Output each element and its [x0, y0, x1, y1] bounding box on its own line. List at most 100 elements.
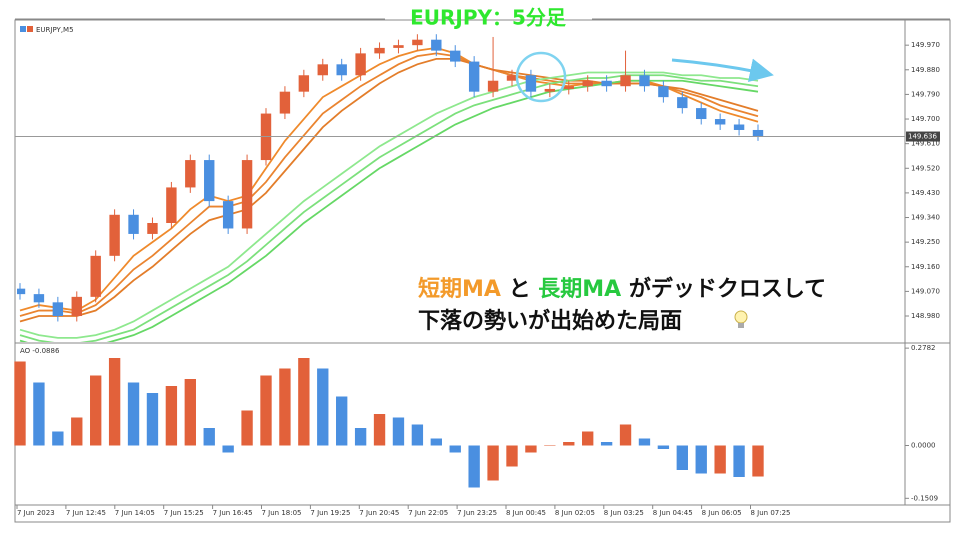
- y-tick-label: 149.520: [911, 164, 940, 172]
- candle-body: [506, 75, 518, 81]
- candle-body: [33, 294, 45, 303]
- candle-body: [450, 50, 461, 62]
- candle-body: [752, 129, 764, 137]
- candle-body: [525, 75, 537, 92]
- ao-bar: [373, 414, 386, 446]
- x-tick-label: 7 Jun 15:25: [164, 509, 204, 517]
- y-tick-label: -0.1509: [911, 494, 938, 502]
- candle-body: [393, 45, 404, 48]
- x-tick-label: 8 Jun 03:25: [604, 509, 644, 517]
- candle-body: [677, 97, 688, 109]
- x-tick-label: 7 Jun 19:25: [310, 509, 350, 517]
- ao-bar: [752, 445, 764, 477]
- x-tick-label: 8 Jun 04:45: [653, 509, 693, 517]
- candle-body: [185, 160, 196, 188]
- y-tick-label: 149.700: [911, 115, 940, 123]
- candle-body: [696, 108, 707, 120]
- candle-body: [431, 39, 442, 51]
- moving-average: [19, 71, 759, 339]
- candle-body: [601, 80, 612, 87]
- ao-bar: [449, 445, 461, 453]
- moving-average: [19, 79, 759, 342]
- y-tick-label: 149.880: [911, 66, 940, 74]
- ao-bar: [600, 442, 613, 446]
- annotation-segment: 短期MA: [418, 277, 501, 302]
- candle-body: [714, 119, 726, 125]
- annotation-segment: 長期MA: [538, 277, 621, 302]
- ao-bar: [506, 445, 518, 467]
- candle-body: [147, 222, 158, 234]
- x-tick-label: 7 Jun 23:25: [457, 509, 497, 517]
- ao-bar: [317, 368, 329, 446]
- moving-average: [19, 57, 759, 323]
- ao-bar: [354, 428, 367, 446]
- ao-bar: [260, 375, 272, 446]
- candle-body: [17, 288, 26, 295]
- candle-body: [204, 160, 215, 202]
- y-tick-label: 149.610: [911, 140, 940, 148]
- y-tick-label: 0.2782: [911, 344, 936, 352]
- y-tick-label: 149.430: [911, 189, 940, 197]
- bulb-icon: [734, 310, 748, 328]
- ao-bar: [411, 424, 424, 446]
- ao-bar: [14, 361, 26, 446]
- trend-arrow: [671, 58, 774, 83]
- candle-body: [355, 53, 366, 76]
- y-tick-label: 149.250: [911, 238, 940, 246]
- ao-bar: [165, 386, 178, 446]
- y-tick-label: 149.970: [911, 41, 940, 49]
- ao-bar: [676, 445, 688, 470]
- candle-body: [639, 75, 650, 87]
- highlight-circle: [515, 51, 567, 103]
- candle-body: [620, 75, 631, 87]
- annotation-segment: がデッドクロスして: [621, 276, 826, 302]
- ao-bar: [392, 417, 405, 446]
- y-tick-label: 149.790: [911, 90, 940, 98]
- x-tick-label: 7 Jun 22:05: [408, 509, 448, 517]
- y-tick-label: 149.340: [911, 214, 940, 222]
- ao-bar: [525, 445, 537, 453]
- ao-bar: [487, 445, 499, 481]
- candle-body: [468, 61, 480, 92]
- candle-body: [109, 214, 120, 256]
- annotation-segment: 下落の勢いが出始めた局面: [418, 308, 682, 334]
- symbol-icon: [20, 26, 26, 32]
- ao-bar: [146, 393, 159, 446]
- candle-body: [90, 255, 101, 297]
- candle-body: [279, 91, 291, 114]
- x-tick-label: 7 Jun 14:05: [115, 509, 155, 517]
- candle-body: [412, 39, 423, 46]
- ao-bar: [638, 438, 651, 446]
- candle-body: [582, 80, 593, 87]
- y-tick-label: 148.980: [911, 312, 940, 320]
- ao-bar: [184, 379, 196, 446]
- current-price-box: [906, 131, 940, 142]
- ao-bar: [657, 445, 670, 449]
- candle-body: [241, 160, 253, 229]
- current-price-label: 149.636: [908, 133, 937, 141]
- symbol-icon: [27, 26, 33, 32]
- ao-bar: [279, 368, 291, 446]
- candle-body: [487, 80, 499, 92]
- y-tick-label: 0.0000: [911, 442, 936, 450]
- x-tick-label: 8 Jun 02:05: [555, 509, 595, 517]
- ao-bar: [582, 431, 594, 446]
- ao-bar: [733, 445, 745, 477]
- y-tick-label: 149.070: [911, 287, 940, 295]
- candle-body: [563, 86, 574, 89]
- ao-bar: [695, 445, 707, 474]
- candle-body: [71, 296, 82, 317]
- ao-bar: [52, 431, 64, 446]
- x-tick-label: 7 Jun 2023: [17, 509, 55, 517]
- moving-average: [19, 74, 759, 342]
- candle-body: [658, 86, 669, 98]
- ao-bar: [619, 424, 632, 446]
- ao-bar: [298, 358, 310, 446]
- annotation-segment: と: [501, 277, 538, 302]
- candle-body: [222, 201, 234, 229]
- candle-body: [52, 302, 64, 317]
- x-tick-label: 8 Jun 07:25: [751, 509, 791, 517]
- ao-bar: [336, 396, 348, 446]
- ao-bar: [71, 417, 83, 446]
- ao-bar: [430, 438, 442, 446]
